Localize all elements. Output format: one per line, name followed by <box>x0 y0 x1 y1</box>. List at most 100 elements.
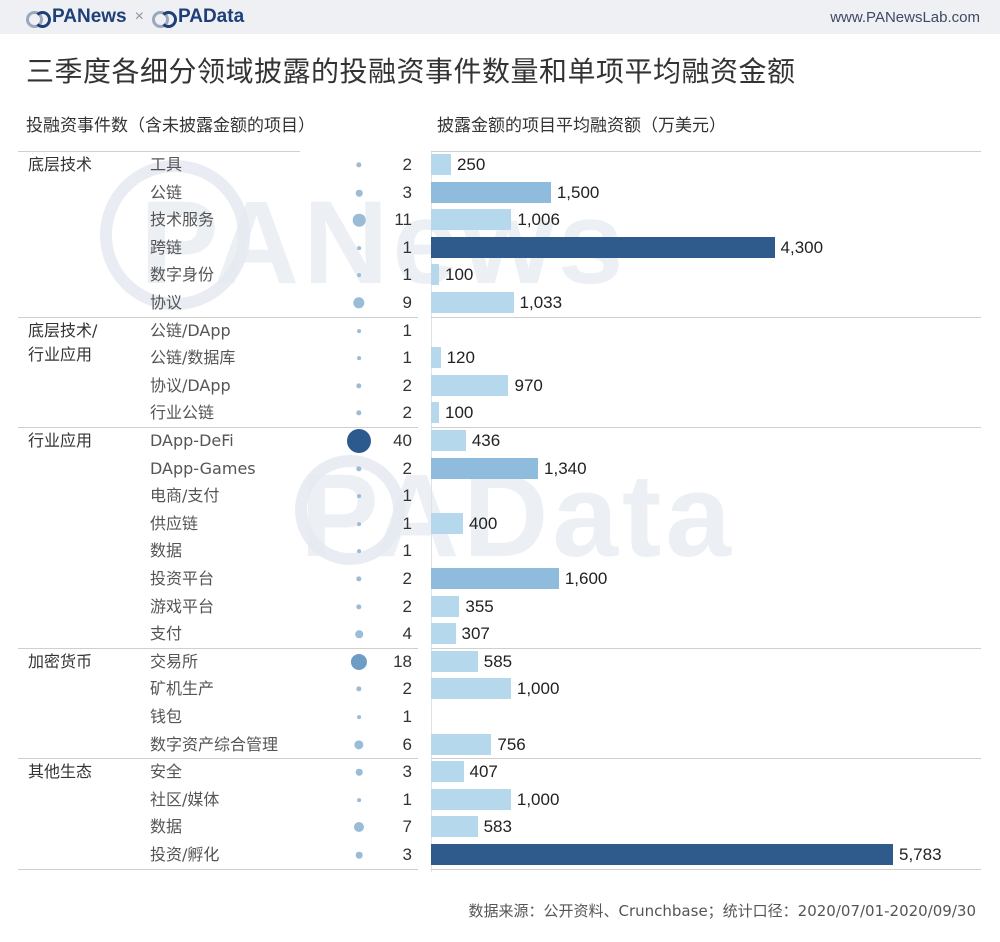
event-count: 3 <box>402 845 412 864</box>
event-count: 3 <box>402 762 412 781</box>
avg-amount-value: 307 <box>461 624 490 643</box>
table-row: 游戏平台 2 355 <box>0 593 1000 620</box>
table-row: 交易所 18 585 <box>0 648 1000 675</box>
count-bubble-icon <box>357 356 361 360</box>
group-label: 底层技术/行业应用 <box>28 319 97 367</box>
avg-amount-value: 120 <box>446 348 475 367</box>
category-label: 协议/DApp <box>150 376 231 395</box>
event-count: 2 <box>402 679 412 698</box>
group-divider <box>18 869 418 870</box>
category-label: 技术服务 <box>150 210 215 229</box>
category-label: DApp-Games <box>150 459 256 478</box>
group-label: 加密货币 <box>28 650 92 674</box>
category-label: 电商/支付 <box>150 486 220 505</box>
avg-amount-bar <box>431 209 512 230</box>
avg-amount-value: 100 <box>444 265 474 284</box>
count-bubble-icon <box>356 466 362 472</box>
site-url: www.PANewsLab.com <box>830 9 980 26</box>
count-bubble-icon <box>357 549 361 553</box>
count-bubble-icon <box>350 653 368 671</box>
count-bubble-icon <box>353 821 365 833</box>
group-label: 底层技术 <box>28 153 92 177</box>
avg-amount-value: 407 <box>469 762 498 781</box>
count-bubble-icon <box>355 768 363 776</box>
group-divider <box>431 648 981 649</box>
category-label: 供应链 <box>150 514 199 533</box>
category-label: 社区/媒体 <box>150 790 220 809</box>
category-label: 支付 <box>150 624 183 643</box>
category-label: 钱包 <box>150 707 183 726</box>
group-label-line: 底层技术 <box>28 155 93 174</box>
avg-amount-bar <box>431 375 509 396</box>
avg-amount-value: 100 <box>444 403 474 422</box>
count-bubble-icon <box>352 213 366 227</box>
table-row: 行业公链 2 100 <box>0 399 1000 426</box>
group-divider <box>431 869 981 870</box>
table-row: 投资平台 2 1,600 <box>0 565 1000 592</box>
group-divider <box>431 151 981 152</box>
event-count: 2 <box>402 376 412 395</box>
category-label: 投资/孵化 <box>150 845 220 864</box>
brand-separator: × <box>134 8 144 25</box>
event-count: 7 <box>402 817 412 836</box>
category-label: 工具 <box>150 155 183 174</box>
group-divider <box>18 648 418 649</box>
avg-amount-bar <box>431 264 439 285</box>
group-divider <box>431 427 981 428</box>
event-count: 18 <box>393 652 412 671</box>
category-label: 投资平台 <box>150 569 215 588</box>
group-label: 行业应用 <box>28 429 92 453</box>
event-count: 6 <box>402 735 412 754</box>
avg-amount-value: 1,006 <box>517 210 560 229</box>
avg-amount-value: 1,000 <box>516 790 560 809</box>
avg-amount-bar <box>431 789 511 810</box>
event-count: 2 <box>402 403 412 422</box>
table-row: 跨链 1 4,300 <box>0 234 1000 261</box>
count-bubble-icon <box>357 273 361 277</box>
event-count: 1 <box>402 707 412 726</box>
table-row: 社区/媒体 1 1,000 <box>0 786 1000 813</box>
category-label: 公链/数据库 <box>150 348 236 367</box>
count-bubble-icon <box>356 686 362 692</box>
table-row: 公链/数据库 1 120 <box>0 344 1000 371</box>
group-divider <box>18 317 418 318</box>
table-row: DApp-DeFi 40 436 <box>0 427 1000 454</box>
count-bubble-icon <box>356 576 362 582</box>
avg-amount-bar <box>431 182 551 203</box>
category-label: 协议 <box>150 293 183 312</box>
event-count: 1 <box>402 238 412 257</box>
avg-amount-bar <box>431 402 439 423</box>
avg-amount-bar <box>431 513 463 534</box>
count-bubble-icon <box>346 428 372 454</box>
table-row: 数字身份 1 100 <box>0 261 1000 288</box>
count-bubble-icon <box>357 715 361 719</box>
panews-logo-icon <box>26 10 51 28</box>
group-label-line: 加密货币 <box>28 652 93 671</box>
avg-amount-value: 1,500 <box>556 183 600 202</box>
avg-amount-bar <box>431 596 460 617</box>
avg-amount-bar <box>431 458 539 479</box>
avg-amount-value: 4,300 <box>780 238 824 257</box>
table-row: 安全 3 407 <box>0 758 1000 785</box>
avg-amount-value: 1,600 <box>564 569 608 588</box>
avg-amount-bar <box>431 292 514 313</box>
table-row: 公链 3 1,500 <box>0 179 1000 206</box>
group-divider <box>18 427 418 428</box>
avg-amount-bar <box>431 678 511 699</box>
count-bubble-icon <box>355 630 363 638</box>
avg-amount-bar <box>431 237 775 258</box>
table-row: 钱包 1 <box>0 703 1000 730</box>
count-bubble-icon <box>356 383 362 389</box>
group-divider <box>431 758 981 759</box>
category-label: 公链/DApp <box>150 321 231 340</box>
event-count: 1 <box>402 265 412 284</box>
count-bubble-icon <box>357 246 361 250</box>
event-count: 2 <box>402 597 412 616</box>
table-row: 工具 2 250 <box>0 151 1000 178</box>
category-label: 游戏平台 <box>150 597 215 616</box>
avg-amount-bar <box>431 844 893 865</box>
group-label-line: 行业应用 <box>28 431 93 450</box>
table-row: 投资/孵化 3 5,783 <box>0 841 1000 868</box>
avg-amount-value: 1,340 <box>544 459 587 478</box>
avg-amount-value: 756 <box>497 735 526 754</box>
